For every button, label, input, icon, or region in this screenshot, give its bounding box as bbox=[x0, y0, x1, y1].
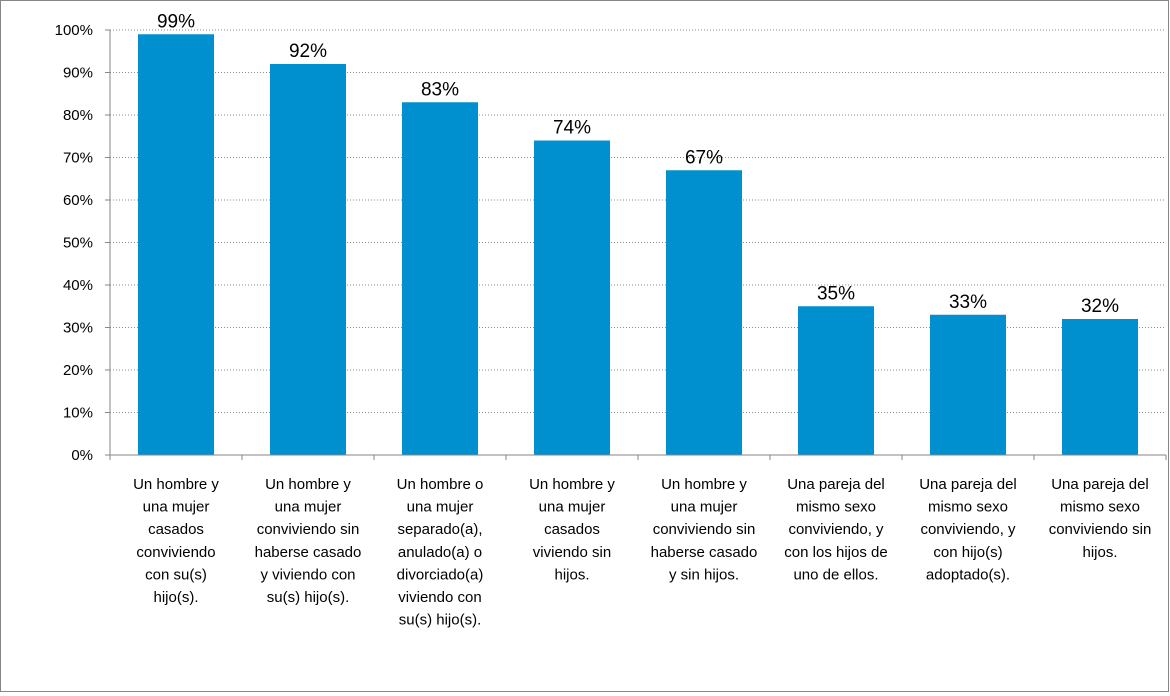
category-label-line: adoptado(s). bbox=[926, 566, 1010, 583]
bar bbox=[402, 102, 478, 455]
bar bbox=[270, 64, 346, 455]
y-tick-label: 60% bbox=[63, 192, 93, 209]
y-tick-label: 40% bbox=[63, 277, 93, 294]
y-tick-label: 20% bbox=[63, 362, 93, 379]
category-label-line: conviviendo, y bbox=[788, 521, 884, 538]
y-axis-tick-labels: 0% 10% 20% 30% 40% 50% 60% 70% 80% 90% 100% bbox=[55, 22, 93, 464]
data-label: 67% bbox=[685, 147, 723, 168]
category-label-line: conviviendo bbox=[136, 544, 215, 561]
y-tick-label: 0% bbox=[71, 447, 93, 464]
category-label-line: una mujer bbox=[407, 499, 474, 516]
category-label: Un hombre y una mujer casados viviendo sin h… bbox=[529, 476, 615, 583]
y-tick-label: 100% bbox=[55, 22, 93, 39]
category-label: Un hombre y una mujer casados conviviendo co… bbox=[133, 476, 219, 606]
category-label-line: conviviendo sin bbox=[257, 521, 360, 538]
category-label: Un hombre o una mujer separado(a), anulado(… bbox=[397, 476, 484, 629]
category-label-line: hijos. bbox=[554, 566, 589, 583]
category-label-line: Una pareja del bbox=[1051, 476, 1149, 493]
category-label-line: hijos. bbox=[1082, 544, 1117, 561]
category-label-line: Un hombre y bbox=[265, 476, 351, 493]
category-label-line: conviviendo sin bbox=[1049, 521, 1152, 538]
data-label: 92% bbox=[289, 41, 327, 62]
data-label: 83% bbox=[421, 79, 459, 100]
bars bbox=[138, 34, 1138, 455]
category-label-line: una mujer bbox=[671, 499, 738, 516]
category-label-line: casados bbox=[544, 521, 600, 538]
category-label-line: con hijo(s) bbox=[933, 544, 1002, 561]
data-label: 99% bbox=[157, 11, 195, 32]
category-label-line: con su(s) bbox=[145, 566, 207, 583]
category-label-line: divorciado(a) bbox=[397, 566, 484, 583]
category-label-line: hijo(s). bbox=[153, 589, 198, 606]
bar bbox=[798, 306, 874, 455]
category-label-line: una mujer bbox=[275, 499, 342, 516]
category-label-line: uno de ellos. bbox=[793, 566, 878, 583]
category-label-line: y viviendo con bbox=[260, 566, 355, 583]
data-labels: 99% 92% 83% 74% 67% 35% 33% 32% bbox=[157, 11, 1119, 317]
y-tick-label: 70% bbox=[63, 150, 93, 167]
gridlines bbox=[110, 29, 1166, 413]
data-label: 32% bbox=[1081, 296, 1119, 317]
category-label-line: haberse casado bbox=[255, 544, 362, 561]
category-label: Una pareja del mismo sexo conviviendo, y co… bbox=[919, 476, 1017, 583]
axes bbox=[105, 29, 1167, 460]
category-label-line: su(s) hijo(s). bbox=[399, 612, 482, 629]
category-label-line: casados bbox=[148, 521, 204, 538]
category-label-line: Un hombre o bbox=[397, 476, 484, 493]
bar bbox=[1062, 319, 1138, 455]
y-tick-label: 50% bbox=[63, 235, 93, 252]
bar bbox=[666, 170, 742, 455]
category-label-line: una mujer bbox=[143, 499, 210, 516]
category-label: Un hombre y una mujer conviviendo sin haber… bbox=[651, 476, 758, 583]
category-label-line: Una pareja del bbox=[919, 476, 1017, 493]
data-label: 74% bbox=[553, 118, 591, 139]
category-label-line: y sin hijos. bbox=[669, 566, 739, 583]
category-label-line: Un hombre y bbox=[133, 476, 219, 493]
category-label-line: su(s) hijo(s). bbox=[267, 589, 350, 606]
y-tick-label: 90% bbox=[63, 65, 93, 82]
category-label-line: Un hombre y bbox=[529, 476, 615, 493]
data-label: 33% bbox=[949, 292, 987, 313]
category-label-line: separado(a), bbox=[397, 521, 482, 538]
data-label: 35% bbox=[817, 283, 855, 304]
y-tick-label: 30% bbox=[63, 320, 93, 337]
category-label: Una pareja del mismo sexo conviviendo sin h… bbox=[1049, 476, 1152, 561]
bar bbox=[534, 140, 610, 455]
category-label-line: viviendo sin bbox=[533, 544, 611, 561]
category-label: Un hombre y una mujer conviviendo sin haber… bbox=[255, 476, 362, 606]
category-label-line: haberse casado bbox=[651, 544, 758, 561]
category-label-line: anulado(a) o bbox=[398, 544, 482, 561]
category-label: Una pareja del mismo sexo conviviendo, y co… bbox=[784, 476, 887, 583]
bar bbox=[930, 314, 1006, 455]
y-tick-label: 10% bbox=[63, 405, 93, 422]
category-label-line: mismo sexo bbox=[796, 499, 876, 516]
category-label-line: viviendo con bbox=[398, 589, 481, 606]
category-label-line: mismo sexo bbox=[1060, 499, 1140, 516]
y-tick-label: 80% bbox=[63, 107, 93, 124]
x-axis-category-labels: Un hombre y una mujer casados conviviendo co… bbox=[133, 476, 1151, 629]
category-label-line: Una pareja del bbox=[787, 476, 885, 493]
category-label-line: una mujer bbox=[539, 499, 606, 516]
category-label-line: conviviendo, y bbox=[920, 521, 1016, 538]
category-label-line: Un hombre y bbox=[661, 476, 747, 493]
bar bbox=[138, 34, 214, 455]
category-label-line: conviviendo sin bbox=[653, 521, 756, 538]
category-label-line: con los hijos de bbox=[784, 544, 887, 561]
category-label-line: mismo sexo bbox=[928, 499, 1008, 516]
